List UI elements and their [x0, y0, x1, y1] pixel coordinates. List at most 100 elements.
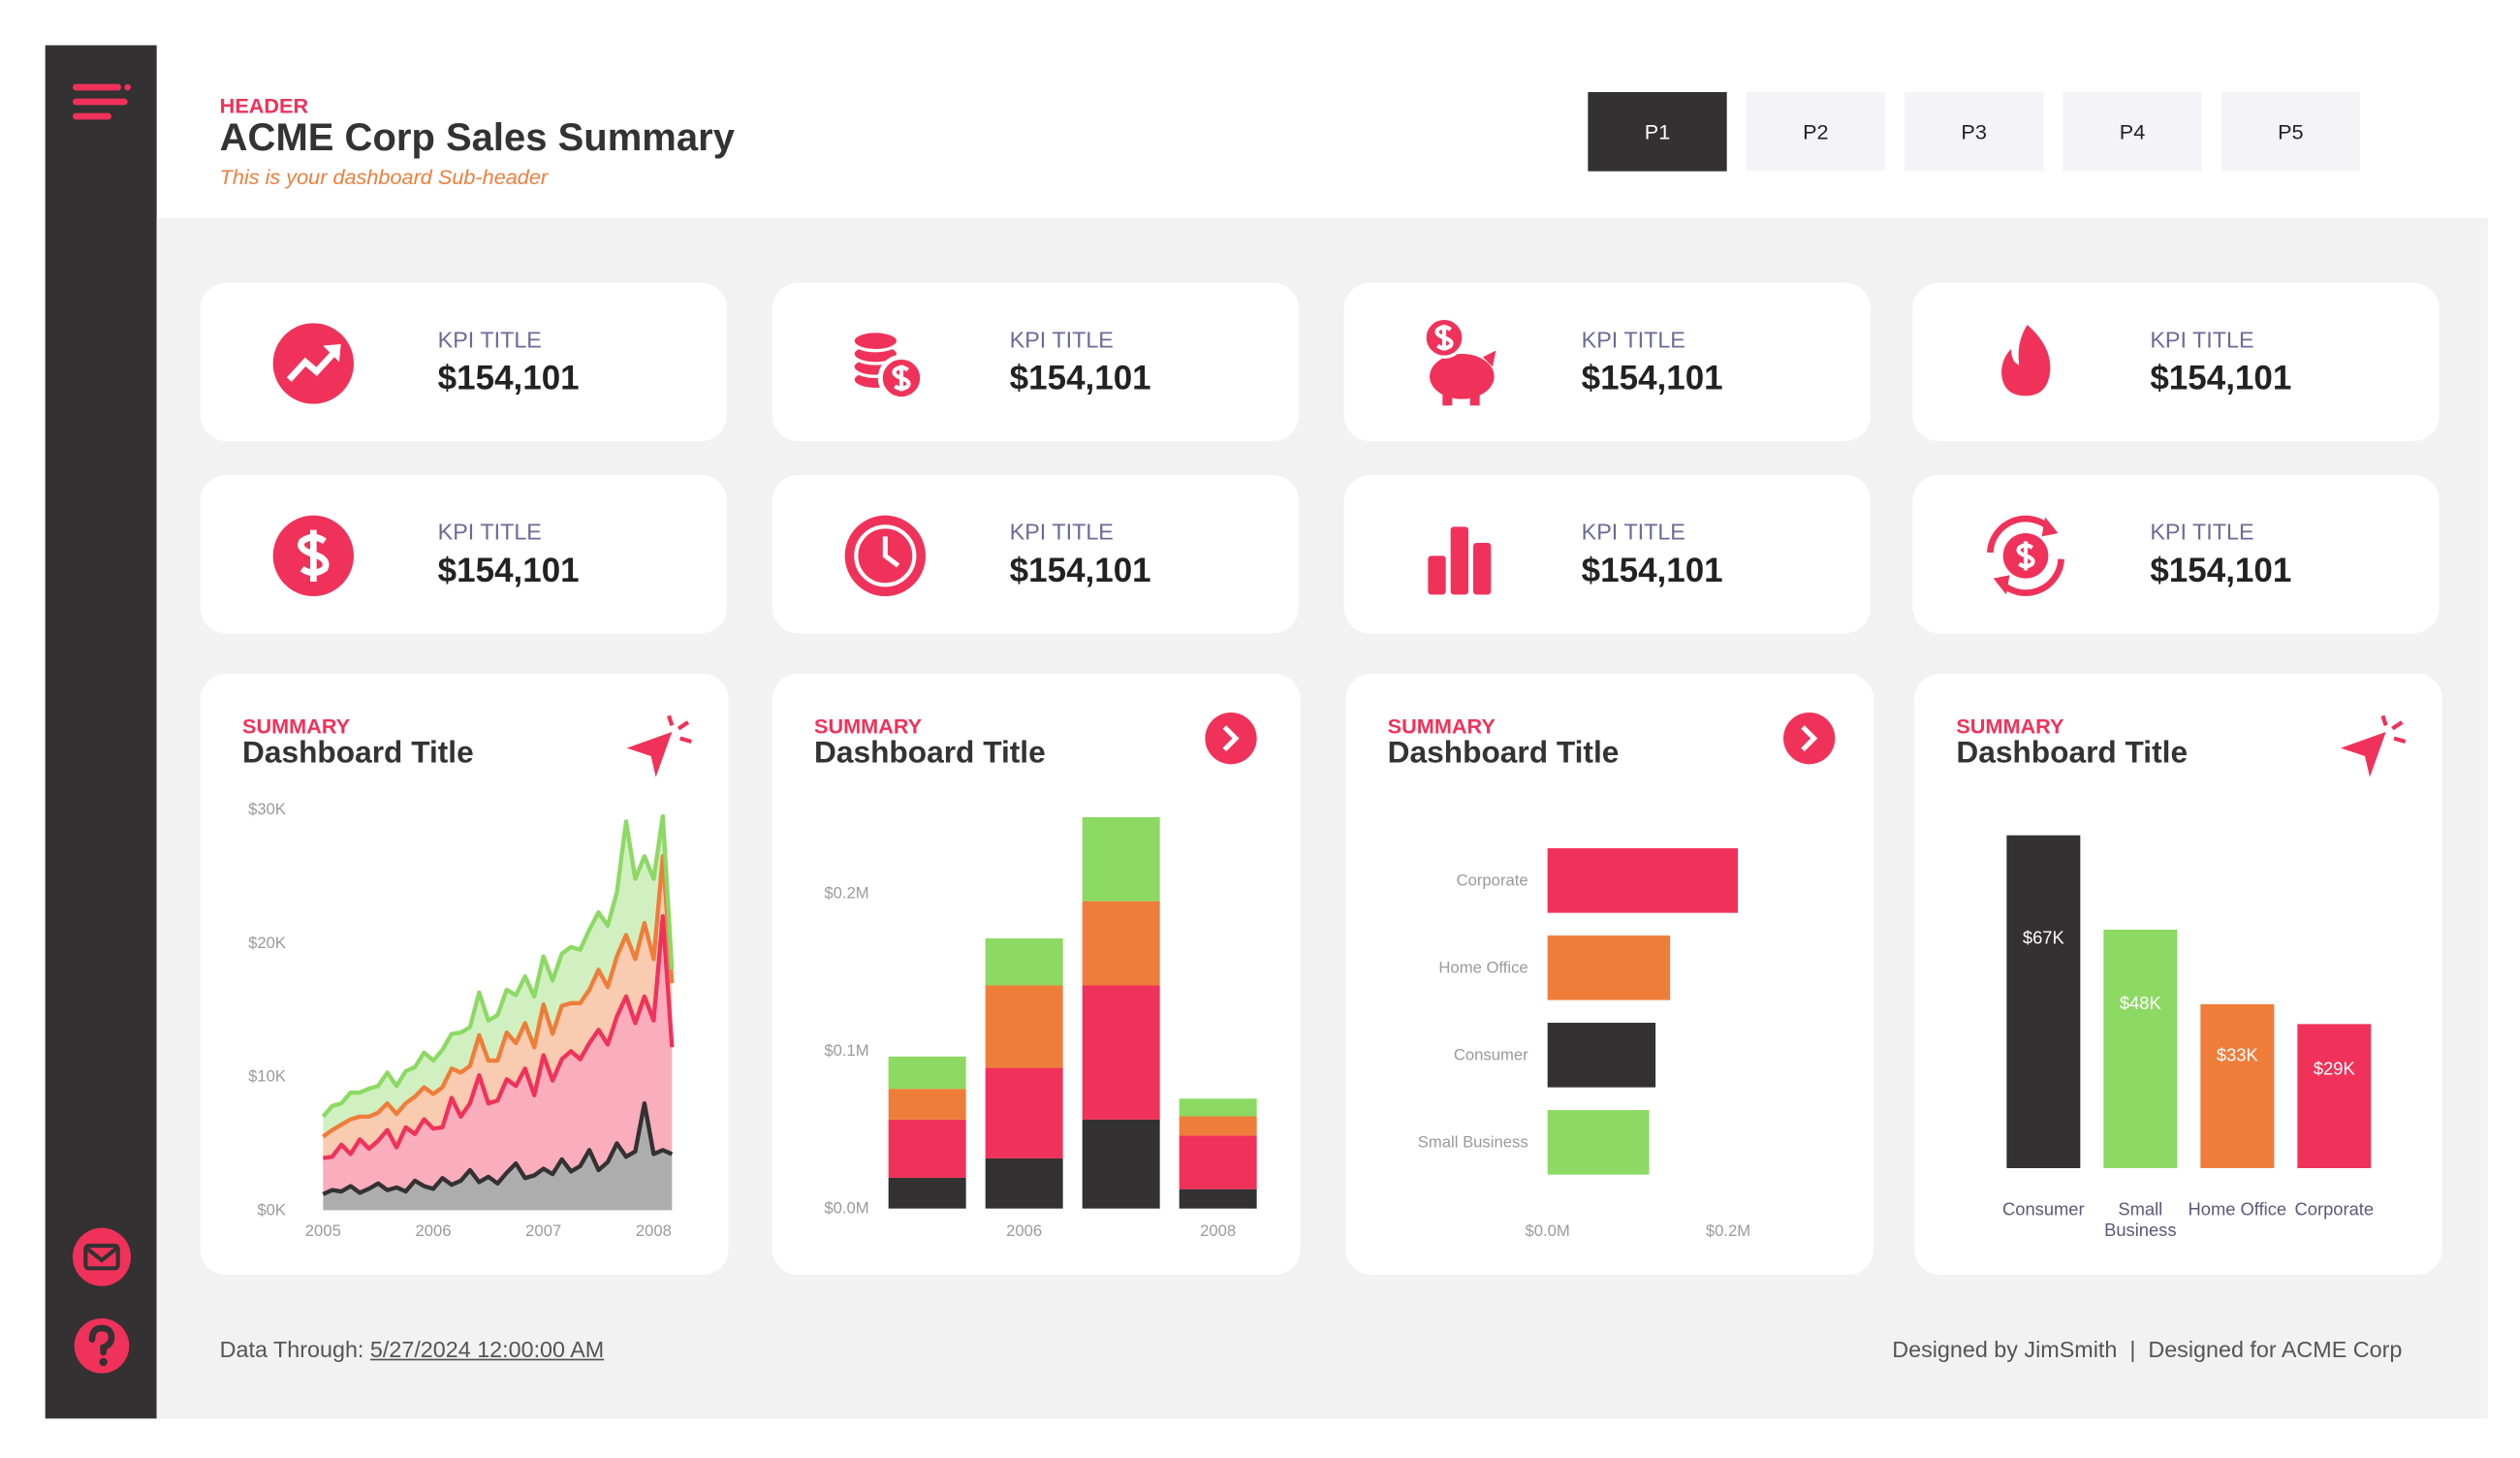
- kpi-icon: [1428, 526, 1492, 595]
- value-label: $48K: [2120, 993, 2162, 1013]
- page-tab[interactable]: P3: [1905, 92, 2044, 172]
- bar-segment: [1082, 901, 1160, 986]
- y-tick-label: $0.1M: [824, 1041, 868, 1060]
- bar-segment: [1179, 1189, 1257, 1209]
- panel-title: Dashboard Title: [1387, 737, 1620, 772]
- bar-segment: [985, 985, 1063, 1068]
- kpi-title: KPI TITLE: [2150, 519, 2254, 545]
- kpi-title: KPI TITLE: [2150, 326, 2254, 353]
- kpi-card: KPI TITLE $154,101: [772, 475, 1300, 634]
- kpi-value: $154,101: [1581, 553, 1723, 590]
- bar: [2103, 930, 2178, 1169]
- page-tab[interactable]: P2: [1746, 92, 1886, 172]
- value-label: $33K: [2217, 1044, 2259, 1064]
- x-tick-label: 2006: [415, 1221, 451, 1240]
- menu-icon[interactable]: [71, 80, 136, 129]
- chart: $0K $10K $20K $30K 2005 2006 2007 2008: [248, 800, 675, 1240]
- click-icon[interactable]: [2338, 713, 2409, 783]
- kpi-icon: [1987, 515, 2064, 596]
- bar-segment: [888, 1056, 966, 1090]
- x-tick-label: 2008: [636, 1221, 672, 1240]
- bar: [2297, 1024, 2372, 1169]
- kpi-card: KPI TITLE $154,101: [200, 282, 728, 442]
- panel-title: Dashboard Title: [1956, 737, 2189, 772]
- kpi-icon: [851, 330, 926, 402]
- kpi-card: KPI TITLE $154,101: [1343, 282, 1872, 442]
- kpi-icon: [1423, 316, 1496, 406]
- kpi-card: KPI TITLE $154,101: [1912, 282, 2440, 442]
- chart: $67K $48K $33K $29K: [2006, 835, 2372, 1169]
- kpi-title: KPI TITLE: [1581, 519, 1685, 545]
- x-tick-label: $0.2M: [1706, 1221, 1750, 1240]
- kpi-icon: [2001, 325, 2051, 396]
- chart-panel: SUMMARY Dashboard Title $0.0M $0.1M $0.2M 2…: [772, 674, 1301, 1276]
- header-subtitle: This is your dashboard Sub-header: [219, 165, 549, 190]
- bar-segment: [985, 1157, 1063, 1209]
- panel-eyebrow: SUMMARY: [242, 713, 351, 739]
- kpi-card: KPI TITLE $154,101: [200, 475, 728, 634]
- chart: $0.0M $0.1M $0.2M 2006 2008: [824, 816, 1257, 1240]
- help-icon[interactable]: [71, 1315, 136, 1380]
- y-tick-label: $30K: [248, 800, 286, 818]
- page-tab[interactable]: P1: [1588, 92, 1727, 172]
- kpi-card: KPI TITLE $154,101: [1343, 475, 1872, 634]
- data-through-label: Data Through:: [219, 1336, 370, 1363]
- bar-segment: [985, 938, 1063, 986]
- bar-segment: [888, 1177, 966, 1209]
- kpi-title: KPI TITLE: [437, 326, 542, 353]
- x-tick-label: $0.0M: [1526, 1221, 1570, 1240]
- bar: [2200, 1003, 2275, 1169]
- category-label: Small Business: [2104, 1200, 2177, 1242]
- bar: [1547, 935, 1671, 1000]
- kpi-value: $154,101: [437, 360, 580, 398]
- bar: [1547, 848, 1739, 913]
- area-fill: [323, 916, 673, 1194]
- y-tick-label: $10K: [248, 1067, 286, 1086]
- next-icon[interactable]: [1769, 713, 1840, 783]
- sidebar: [45, 45, 157, 1419]
- category-label: Corporate: [2294, 1200, 2375, 1220]
- area-line: [323, 914, 675, 1160]
- header-title: ACME Corp Sales Summary: [219, 116, 735, 161]
- x-tick-label: 2007: [525, 1221, 561, 1240]
- category-label: Home Office: [1438, 958, 1528, 976]
- bar-segment: [1179, 1116, 1257, 1136]
- kpi-title: KPI TITLE: [1009, 326, 1114, 353]
- header-eyebrow: HEADER: [219, 93, 309, 118]
- kpi-title: KPI TITLE: [1009, 519, 1114, 545]
- value-label: $29K: [2314, 1059, 2356, 1079]
- chart: $0.0M $0.2M Corporate Home Office Consumer Sm…: [1418, 848, 1750, 1240]
- category-label: Corporate: [1457, 871, 1528, 889]
- kpi-value: $154,101: [437, 553, 580, 590]
- kpi-card: KPI TITLE $154,101: [1912, 475, 2440, 634]
- value-label: $67K: [2023, 927, 2065, 947]
- kpi-title: KPI TITLE: [437, 519, 542, 545]
- chart-panel: SUMMARY Dashboard Title $0K $10K $20K $30K 2…: [200, 674, 729, 1276]
- category-label: Home Office: [2188, 1200, 2287, 1220]
- mail-icon[interactable]: [71, 1226, 136, 1291]
- bar-segment: [888, 1089, 966, 1120]
- kpi-value: $154,101: [1009, 553, 1151, 590]
- kpi-value: $154,101: [2150, 360, 2292, 398]
- kpi-card: KPI TITLE $154,101: [772, 282, 1300, 442]
- kpi-icon: [272, 323, 355, 404]
- kpi-icon: [272, 515, 355, 597]
- area-line: [322, 854, 675, 1139]
- credit: Designed by JimSmith | Designed for ACME…: [1892, 1336, 2403, 1363]
- click-icon[interactable]: [623, 713, 694, 783]
- bar-segment: [1082, 1119, 1160, 1209]
- bar: [1547, 1023, 1656, 1088]
- bar: [2006, 835, 2081, 1169]
- bar-segment: [1082, 985, 1160, 1120]
- bar-segment: [1082, 816, 1160, 902]
- page-tab[interactable]: P5: [2221, 92, 2361, 172]
- bar-segment: [1179, 1098, 1257, 1117]
- x-tick-label: 2008: [1200, 1221, 1236, 1240]
- chart-panel: SUMMARY Dashboard Title $0.0M $0.2M Corpor…: [1345, 674, 1874, 1276]
- x-tick-label: 2006: [1006, 1221, 1042, 1240]
- kpi-icon: [844, 515, 927, 597]
- panel-eyebrow: SUMMARY: [1387, 713, 1496, 739]
- page-tab[interactable]: P4: [2063, 92, 2202, 172]
- next-icon[interactable]: [1195, 713, 1266, 783]
